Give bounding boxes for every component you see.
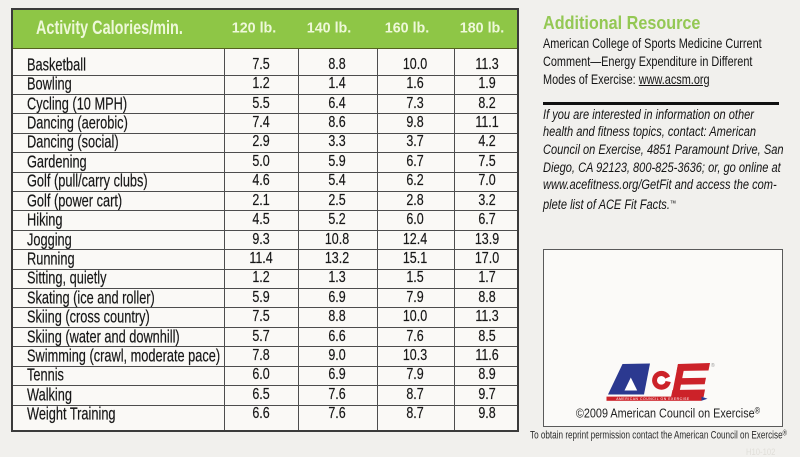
svg-text:®: ® [711, 362, 715, 369]
svg-text:AMERICAN COUNCIL ON EXERCISE: AMERICAN COUNCIL ON EXERCISE [616, 397, 690, 401]
